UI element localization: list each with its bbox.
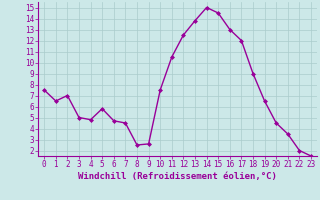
- X-axis label: Windchill (Refroidissement éolien,°C): Windchill (Refroidissement éolien,°C): [78, 172, 277, 181]
